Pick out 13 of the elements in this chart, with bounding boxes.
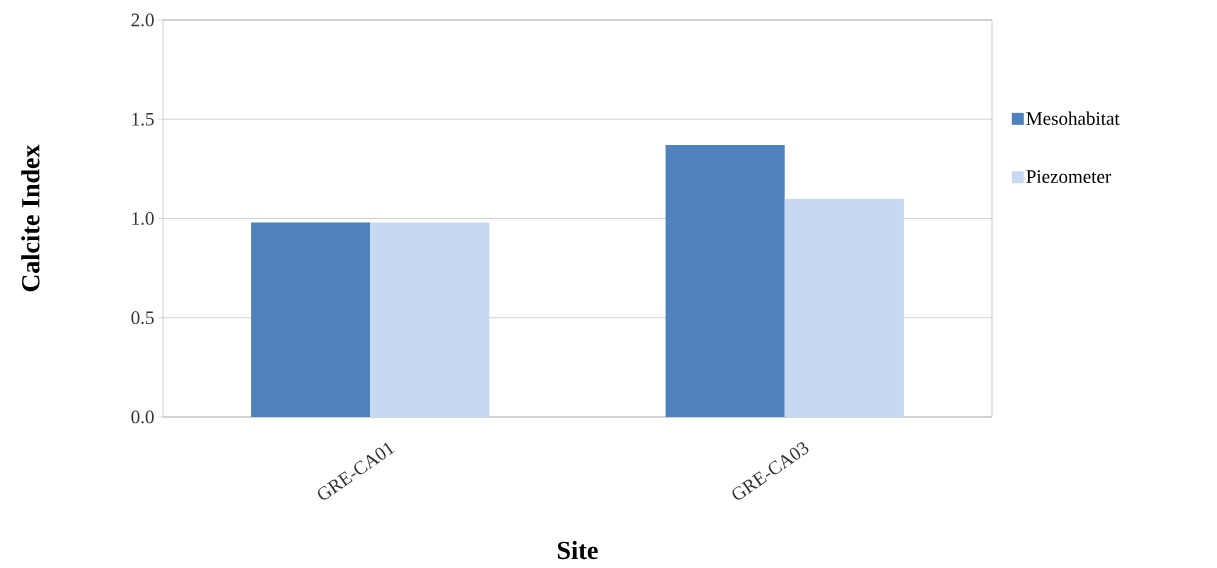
bar	[251, 222, 371, 417]
y-tick-label: 2.0	[131, 13, 154, 27]
legend-label: Piezometer	[1026, 170, 1112, 183]
bar	[665, 145, 785, 417]
y-axis-title: Calcite Index	[21, 144, 40, 292]
y-tick-label: 1.0	[132, 212, 154, 225]
y-tick-label: 0.5	[131, 311, 154, 325]
y-tick-label: 1.5	[132, 112, 154, 126]
y-tick-label: 0.0	[131, 410, 154, 424]
bar	[784, 198, 904, 417]
bar	[370, 222, 490, 417]
legend-label: Mesohabitat	[1026, 111, 1120, 125]
x-axis-title: Site	[557, 540, 598, 560]
